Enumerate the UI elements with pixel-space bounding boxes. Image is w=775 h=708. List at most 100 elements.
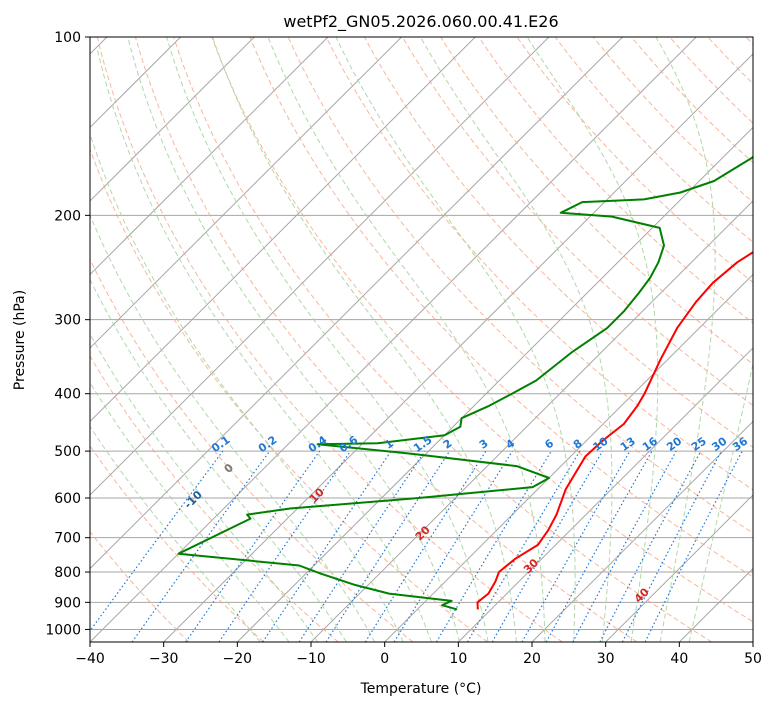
dry-adiabat-line (592, 37, 753, 203)
dry-adiabat-line (325, 37, 753, 491)
moist-adiabat-line (96, 49, 432, 642)
moist-adiabat-line (90, 381, 290, 642)
mixing-ratio-label: 1 (382, 437, 396, 452)
chart-title: wetPf2_GN05.2026.060.00.41.E26 (283, 12, 558, 32)
mixing-ratio-line (298, 450, 426, 642)
moist-adiabat-line (688, 361, 753, 642)
x-tick-label: 30 (597, 651, 615, 667)
mixing-ratio-line (393, 450, 513, 642)
x-tick-label: 40 (670, 651, 688, 667)
dry-adiabat-line (249, 37, 753, 578)
isotherm-line (90, 37, 476, 423)
dry-adiabat-line (669, 37, 753, 124)
x-tick-label: 0 (380, 651, 389, 667)
y-tick-label: 900 (54, 595, 81, 611)
y-tick-label: 100 (54, 30, 81, 46)
x-tick-label: −20 (223, 651, 253, 667)
y-tick-label: 800 (54, 565, 81, 581)
isotherm-line (236, 126, 753, 642)
isotherm-line (163, 53, 753, 642)
mixing-ratio-line (599, 450, 702, 642)
moist-adiabat-line (90, 333, 319, 642)
moist-adiabat-line (655, 37, 716, 642)
moist-adiabat-line (267, 37, 546, 642)
isotherm-line (457, 347, 753, 642)
dry-adiabat-label: 0 (222, 461, 237, 476)
mixing-ratio-line (218, 450, 351, 642)
isotherm-line (90, 37, 329, 276)
mixing-ratio-line (131, 450, 271, 642)
isotherm-line (605, 494, 753, 642)
dry-adiabat-line (707, 37, 753, 85)
x-tick-label: −40 (75, 651, 105, 667)
dry-adiabat-line (478, 37, 753, 324)
x-tick-label: −30 (149, 651, 179, 667)
isotherm-line (90, 37, 402, 349)
dewpoint-profile-line (177, 155, 753, 611)
y-tick-label: 300 (54, 313, 81, 329)
moist-adiabat-line (166, 37, 489, 642)
dry-adiabat-line (90, 147, 488, 642)
y-tick-label: 700 (54, 531, 81, 547)
moist-adiabat-line (420, 37, 613, 642)
mixing-ratio-line (262, 450, 392, 642)
mixing-ratio-line (621, 450, 722, 642)
mixing-ratio-line (185, 450, 321, 642)
dry-adiabat-line (173, 37, 712, 642)
isotherm-line (90, 37, 623, 570)
mixing-ratio-line (90, 450, 224, 632)
moist-adiabat-line (335, 37, 576, 642)
moist-adiabat-line (90, 278, 347, 642)
y-tick-label: 600 (54, 491, 81, 507)
moist-adiabat-line (212, 37, 517, 642)
y-tick-label: 500 (54, 444, 81, 460)
mixing-ratio-label: 3 (477, 437, 491, 452)
mixing-ratio-line (364, 450, 487, 642)
isotherm-line (310, 200, 753, 642)
dry-adiabat-label: 30 (521, 556, 541, 576)
dry-adiabat-label: 20 (413, 523, 433, 543)
mixing-ratio-line (521, 450, 631, 642)
mixing-ratio-label: 0.4 (306, 433, 330, 455)
dry-adiabat-line (90, 445, 264, 642)
moist-adiabat-line (90, 425, 261, 642)
dry-adiabat-line (134, 37, 638, 642)
mixing-ratio-line (644, 450, 743, 642)
dry-adiabat-line (90, 258, 414, 642)
mixing-ratio-label: 2 (441, 437, 455, 452)
dry-adiabat-line (440, 37, 753, 365)
mixing-ratio-label: 0.2 (256, 433, 279, 455)
isotherm-line (90, 37, 550, 496)
x-tick-label: 10 (449, 651, 467, 667)
mixing-ratio-label: 4 (504, 436, 518, 451)
y-axis-label: Pressure (hPa) (12, 290, 28, 390)
y-tick-label: 400 (54, 387, 81, 403)
isotherm-line (90, 37, 255, 202)
isotherm-line (752, 641, 753, 642)
dry-adiabat-line (554, 37, 753, 243)
dry-adiabat-line (516, 37, 753, 284)
dry-adiabat-line (745, 37, 753, 45)
plot-frame (89, 36, 754, 643)
mixing-ratio-label: 6 (542, 437, 556, 452)
mixing-ratio-line (325, 450, 451, 642)
x-tick-label: 50 (744, 651, 762, 667)
x-tick-label: 20 (523, 651, 541, 667)
dry-adiabat-label: -10 (182, 488, 205, 511)
isotherm-line (90, 37, 697, 642)
moist-adiabat-line (90, 213, 376, 642)
mixing-ratio-label: 0.1 (209, 433, 232, 455)
mixing-ratio-line (545, 450, 653, 642)
y-tick-label: 200 (54, 208, 81, 224)
mixing-ratio-line (572, 450, 677, 642)
isotherm-line (384, 273, 753, 642)
isotherm-line (678, 567, 753, 642)
mixing-ratio-line (466, 450, 581, 642)
moist-adiabat-line (90, 132, 404, 642)
dry-adiabat-line (90, 530, 190, 642)
x-axis-label: Temperature (°C) (360, 681, 482, 697)
isotherm-line (531, 420, 753, 642)
moist-adiabat-line (526, 37, 659, 642)
dry-adiabat-line (90, 355, 339, 642)
